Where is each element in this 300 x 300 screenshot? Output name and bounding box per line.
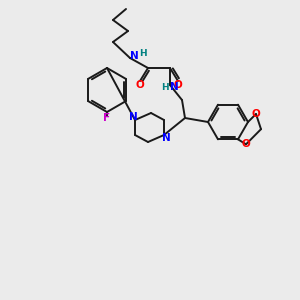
Text: H: H — [161, 82, 169, 91]
Text: O: O — [136, 80, 144, 90]
Text: N: N — [130, 51, 138, 61]
Text: O: O — [242, 139, 250, 149]
Text: N: N — [129, 112, 137, 122]
Text: N: N — [162, 133, 170, 143]
Text: O: O — [174, 80, 182, 90]
Text: H: H — [139, 50, 147, 58]
Text: N: N — [169, 82, 178, 92]
Text: O: O — [252, 109, 260, 119]
Text: F: F — [103, 113, 111, 123]
